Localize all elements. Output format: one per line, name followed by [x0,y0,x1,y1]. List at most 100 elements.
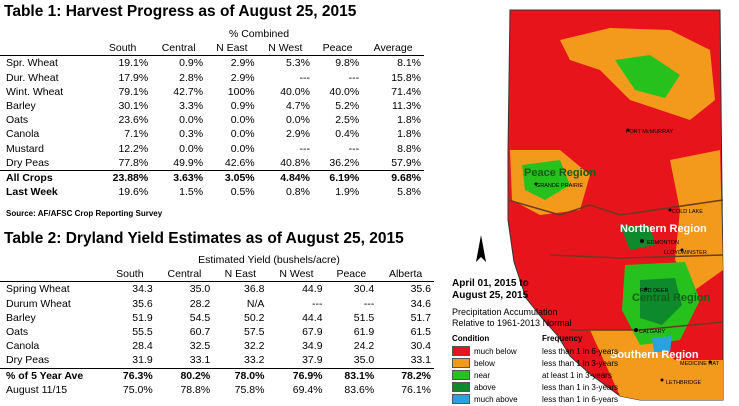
table-cell: 12.2% [118,142,149,155]
table-cell: 4.84% [257,169,313,186]
table-row: Canola 7.1% 0.3% 0.0% 2.9% 0.4% 1.8% [0,127,424,141]
column-header: South [104,267,156,283]
near-area-north [615,55,680,98]
row-label: Barley [6,100,36,113]
table-cell: 51.7 [410,311,431,324]
yield-estimates-table: Estimated Yield (bushels/acre) South Cent… [0,253,434,397]
central-region-label: Central Region [632,292,711,304]
table-row: % of 5 Year Ave 76.3% 80.2% 78.0% 76.9% 83.1%… [0,367,434,383]
table-cell: 0.0% [286,114,310,127]
legend-item: much below less than 1 in 6-years [452,345,618,357]
row-label: All Crops [0,169,94,186]
row-label: Oats [6,326,29,339]
table-cell: 77.8% [118,156,149,169]
table-row: Canola 28.4 32.5 32.2 34.9 24.2 30.4 [0,339,434,353]
table1-source: Source: AF/AFSC Crop Reporting Survey [6,209,163,218]
table-cell: 15.8% [391,71,421,84]
table-row: Dry Peas 77.8% 49.9% 42.6% 40.8% 36.2% 57.9% [0,156,424,171]
table-cell: 71.4% [391,85,421,98]
table1-group-header: % Combined [228,28,290,41]
table-cell: 67.9 [302,326,323,339]
row-label: Durum Wheat [6,297,71,310]
table-cell: 35.0 [189,283,211,296]
table-cell: 36.2% [329,156,360,169]
table-cell: 78.2% [377,367,434,383]
row-label: August 11/15 [6,383,68,396]
table-cell: 3.05% [206,169,258,186]
much-above-area [652,336,672,352]
row-label: Dur. Wheat [6,71,59,84]
legend-item: near at least 1 in 3-years [452,369,618,381]
table-row: Durum Wheat 35.6 28.2 N/A --- --- 34.6 [0,297,434,311]
table2-group-header: Estimated Yield (bushels/acre) [198,254,340,267]
table-cell: 23.6% [118,114,149,127]
table-cell: 5.8% [397,186,421,199]
table-cell: 0.3% [179,128,204,141]
table-cell: 40.0% [280,85,310,98]
legend-swatch [452,358,470,368]
precipitation-map: Peace Region Northern Region Central Reg… [476,9,724,401]
table-cell: --- [348,142,360,155]
legend-swatch [452,382,470,392]
column-header: N West [267,267,326,283]
table-cell: 28.4 [132,340,153,353]
table-cell: 75.0% [122,383,153,396]
table-cell: 0.9% [179,57,204,70]
table-cell: 69.4% [292,383,323,396]
column-header: N East [213,267,268,283]
table-cell: 30.4 [353,283,375,296]
below-area-south [590,330,723,400]
table-cell: 2.8% [179,71,204,84]
table-cell: 1.8% [397,114,421,127]
column-header: Central [155,267,214,283]
table-cell: 34.6 [410,297,431,310]
table-cell: 1.8% [397,128,421,141]
table-cell: 36.8 [243,283,265,296]
table2-title: Table 2: Dryland Yield Estimates as of A… [4,230,404,247]
table-cell: 6.19% [312,169,363,186]
table-cell: 42.6% [224,156,255,169]
table-cell: 7.1% [124,128,149,141]
peace-region-label: Peace Region [524,167,596,179]
table-cell: 37.9 [302,354,323,367]
legend-frequency: less than 1 in 6-years [542,394,619,404]
table-row: Spr. Wheat 19.1% 0.9% 2.9% 5.3% 9.8% 8.1% [0,56,424,71]
city-cold-lake: COLD LAKE [672,209,703,215]
table-cell: 34.9 [302,340,323,353]
legend-swatch [452,346,470,356]
table-cell: 100% [227,85,255,98]
above-area-edmonton [620,225,655,250]
table-cell: 76.3% [104,367,156,383]
table-cell: 3.63% [151,169,207,186]
legend-item: much above less than 1 in 6-years [452,393,618,405]
table-cell: 40.0% [329,85,360,98]
region-boundaries [507,199,724,331]
table-cell: 79.1% [118,85,149,98]
above-area-central [640,278,682,325]
table-row: All Crops 23.88% 3.63% 3.05% 4.84% 6.19% 9.68% [0,169,424,186]
table-cell: --- [348,71,360,84]
row-label: Oats [6,114,29,127]
north-arrow-icon [476,235,486,262]
near-area-peace [522,160,570,200]
table-cell: 50.2 [243,311,265,324]
table-row: Last Week 19.6% 1.5% 0.5% 0.8% 1.9% 5.8% [0,185,424,199]
table-cell: 49.9% [173,156,204,169]
table-cell: 35.6 [132,297,153,310]
table-cell: 19.1% [118,57,149,70]
table-cell: 60.7 [189,326,211,339]
legend-frequency-header: Frequency [542,334,583,343]
table-cell: 32.2 [243,340,265,353]
table-row: Dur. Wheat 17.9% 2.8% 2.9% --- --- 15.8% [0,71,424,85]
city-lethbridge: LETHBRIDGE [666,380,701,386]
legend-condition: much above [474,394,518,404]
map-legend: Condition Frequency much below less than … [452,334,618,405]
city-lloydminster: LLOYDMINSTER [664,250,707,256]
city-calgary: CALGARY [639,329,666,335]
table-row: Oats 23.6% 0.0% 0.0% 0.0% 2.5% 1.8% [0,113,424,127]
row-label-header [0,267,104,283]
table-cell: 33.2 [243,354,265,367]
table-cell: 42.7% [173,85,204,98]
table-cell: 44.9 [302,283,323,296]
table-cell: 61.5 [410,326,431,339]
